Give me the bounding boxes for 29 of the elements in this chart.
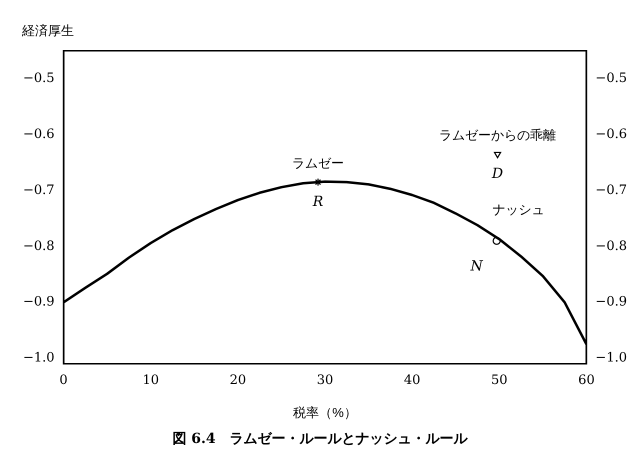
y2-tick-label: −0.5	[595, 71, 628, 86]
x-tick-label: 50	[491, 372, 508, 388]
y2-tick-label: −0.9	[595, 294, 628, 310]
y-tick-label: −0.7	[22, 182, 55, 198]
annotation: R	[312, 194, 324, 210]
x-tick-label: 20	[230, 372, 246, 388]
x-axis-title: 税率（%）	[293, 404, 357, 420]
y-tick-label: −1.0	[22, 350, 55, 366]
y2-tick-label: −0.7	[595, 182, 628, 198]
y-tick-label: −0.8	[22, 238, 55, 254]
x-tick-label: 10	[142, 372, 159, 388]
y2-tick-label: −0.8	[595, 238, 628, 254]
x-tick-label: 30	[316, 372, 334, 388]
x-tick-label: 40	[404, 372, 420, 388]
y2-tick-label: −1.0	[595, 350, 628, 366]
text: 図 6.4 ラムゼー・ルールとナッシュ・ルール	[171, 430, 469, 448]
y-tick-label: −0.5	[22, 71, 55, 86]
y-tick-label: −0.6	[22, 127, 55, 142]
x-tick-label: 0	[59, 372, 68, 388]
annotation: N	[470, 258, 484, 274]
x-tick-label: 60	[578, 372, 595, 388]
y-tick-label: −0.9	[22, 294, 55, 310]
series-label: ラムゼー	[292, 156, 344, 172]
annotation: D	[490, 166, 504, 182]
series-label: ナッシュ	[492, 203, 545, 218]
y-axis-title: 経済厚生	[22, 23, 74, 40]
point	[494, 152, 502, 158]
series-label: ラムゼーからの乖離	[439, 128, 556, 144]
y2-tick-label: −0.6	[595, 127, 628, 142]
